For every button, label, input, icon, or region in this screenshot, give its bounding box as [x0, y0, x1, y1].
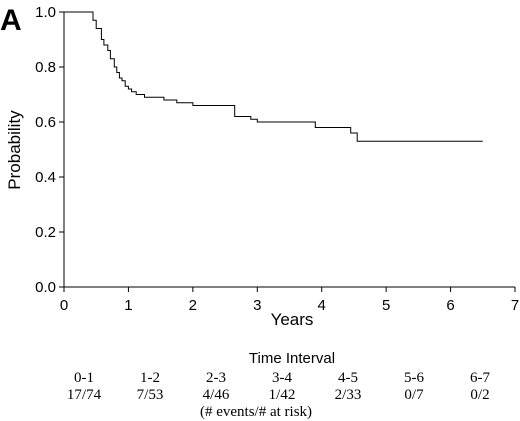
- interval-label: 2-3: [206, 370, 226, 386]
- survival-curve: [64, 11, 483, 142]
- interval-label: 1-2: [140, 370, 160, 386]
- table-footnote: (# events/# at risk): [200, 404, 312, 420]
- table-title: Time Interval: [249, 350, 335, 367]
- interval-label: 6-7: [470, 370, 490, 386]
- event-ratio: 1/42: [269, 387, 296, 403]
- x-tick-label: 6: [446, 297, 454, 314]
- x-tick-label: 1: [124, 297, 132, 314]
- interval-table: 0-1 1-2 2-3 3-4 4-5 5-6 6-7 17/74 7/53 4/46 1/42 2/…: [67, 370, 491, 403]
- axes: 0.0 0.2 0.4 0.6 0.8 1.0 0 1 2 3 4 5 6 7: [35, 4, 519, 314]
- x-axis-label: Years: [271, 310, 314, 329]
- y-tick-label: 1.0: [35, 4, 56, 21]
- event-ratio: 7/53: [137, 387, 164, 403]
- x-tick-label: 3: [253, 297, 261, 314]
- x-tick-label: 7: [511, 297, 519, 314]
- interval-label: 3-4: [272, 370, 292, 386]
- y-tick-label: 0.0: [35, 279, 56, 296]
- event-ratio: 4/46: [203, 387, 230, 403]
- y-tick-label: 0.2: [35, 224, 56, 241]
- y-tick-label: 0.8: [35, 59, 56, 76]
- event-ratio: 0/7: [404, 387, 424, 403]
- x-tick-label: 5: [382, 297, 390, 314]
- x-tick-label: 2: [189, 297, 197, 314]
- panel-label: A: [0, 4, 22, 37]
- event-ratio: 17/74: [67, 387, 102, 403]
- event-ratio: 0/2: [470, 387, 489, 403]
- y-tick-label: 0.6: [35, 114, 56, 131]
- x-tick-label: 0: [60, 297, 68, 314]
- interval-label: 0-1: [74, 370, 94, 386]
- interval-label: 5-6: [404, 370, 424, 386]
- y-axis-label: Probability: [5, 110, 24, 190]
- event-ratio: 2/33: [335, 387, 362, 403]
- y-tick-label: 0.4: [35, 169, 56, 186]
- interval-label: 4-5: [338, 370, 358, 386]
- x-tick-label: 4: [318, 297, 326, 314]
